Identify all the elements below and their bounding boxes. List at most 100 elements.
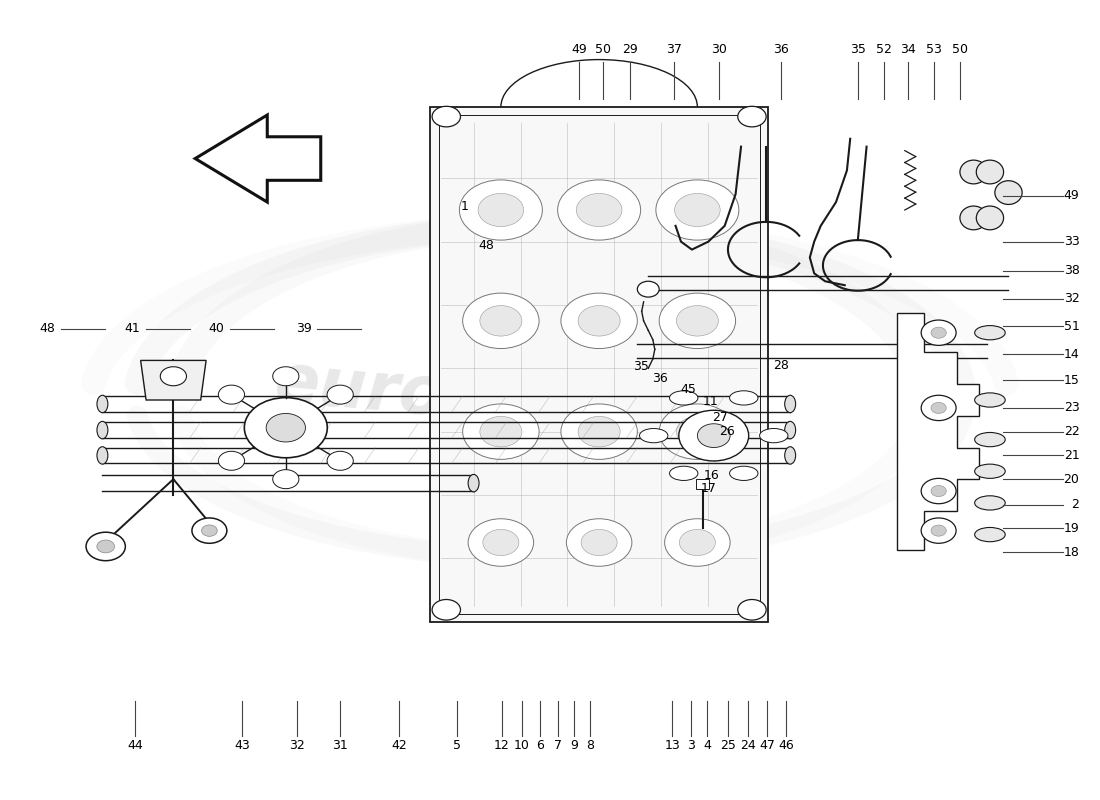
Circle shape [327,451,353,470]
Text: 53: 53 [926,42,943,56]
Ellipse shape [977,206,1003,230]
Ellipse shape [975,496,1005,510]
Text: 9: 9 [570,739,578,752]
Text: 26: 26 [719,425,735,438]
Ellipse shape [975,326,1005,340]
Text: 27: 27 [713,411,728,424]
Circle shape [558,180,640,240]
Polygon shape [430,107,768,622]
Circle shape [201,525,218,536]
Text: 36: 36 [773,42,790,56]
Circle shape [191,518,227,543]
Text: 48: 48 [478,239,495,252]
Text: 39: 39 [296,322,311,335]
Circle shape [478,194,524,226]
Ellipse shape [994,181,1022,205]
Circle shape [921,478,956,504]
Text: 46: 46 [778,739,794,752]
Text: 20: 20 [1064,473,1079,486]
Circle shape [244,398,328,458]
Text: 30: 30 [712,42,727,56]
Text: 13: 13 [664,739,680,752]
Text: 43: 43 [234,739,250,752]
Text: 49: 49 [572,42,587,56]
Circle shape [921,518,956,543]
Circle shape [931,402,946,414]
Text: 25: 25 [720,739,736,752]
Ellipse shape [960,160,987,184]
Circle shape [266,414,306,442]
Ellipse shape [975,433,1005,446]
Circle shape [469,518,534,566]
Circle shape [561,404,637,459]
Ellipse shape [97,395,108,413]
Text: 49: 49 [1064,190,1079,202]
Circle shape [463,404,539,459]
Text: 23: 23 [1064,402,1079,414]
Text: 34: 34 [900,42,916,56]
Text: 4: 4 [703,739,711,752]
Circle shape [566,518,631,566]
Text: 29: 29 [621,42,638,56]
Circle shape [676,417,718,447]
Text: 3: 3 [686,739,695,752]
Circle shape [659,293,736,349]
Circle shape [738,599,766,620]
Circle shape [921,320,956,346]
Polygon shape [195,115,321,202]
Circle shape [273,470,299,489]
Circle shape [97,540,114,553]
Circle shape [219,451,244,470]
Circle shape [327,385,353,404]
Text: 42: 42 [392,739,407,752]
Text: 44: 44 [128,739,143,752]
Text: 40: 40 [208,322,224,335]
Circle shape [273,366,299,386]
Circle shape [921,395,956,421]
Text: 41: 41 [124,322,140,335]
Text: 19: 19 [1064,522,1079,534]
Text: 37: 37 [667,42,682,56]
Circle shape [664,518,730,566]
Circle shape [86,532,125,561]
Ellipse shape [97,446,108,464]
Circle shape [674,194,720,226]
Text: 11: 11 [703,395,718,408]
Text: 17: 17 [701,482,716,495]
Text: 47: 47 [759,739,775,752]
Text: 10: 10 [514,739,529,752]
Circle shape [576,194,621,226]
Text: 8: 8 [586,739,594,752]
Circle shape [738,106,766,127]
Text: eurospares: eurospares [272,349,697,451]
Text: 22: 22 [1064,425,1079,438]
Text: 50: 50 [953,42,968,56]
Polygon shape [141,361,206,400]
Ellipse shape [729,466,758,481]
Ellipse shape [975,393,1005,407]
Text: 51: 51 [1064,320,1079,333]
Text: 5: 5 [453,739,461,752]
Text: 1: 1 [461,199,469,213]
Circle shape [483,530,519,555]
Ellipse shape [670,466,697,481]
Text: 24: 24 [739,739,756,752]
Text: 50: 50 [595,42,612,56]
Ellipse shape [760,429,788,442]
Text: 15: 15 [1064,374,1079,386]
Circle shape [579,417,620,447]
Bar [696,479,710,489]
Ellipse shape [97,422,108,438]
Ellipse shape [729,390,758,405]
Ellipse shape [639,429,668,442]
Circle shape [697,424,730,447]
Ellipse shape [977,160,1003,184]
Circle shape [463,293,539,349]
Text: 35: 35 [632,360,649,374]
Text: 31: 31 [332,739,349,752]
Ellipse shape [784,422,795,438]
Ellipse shape [670,390,697,405]
Circle shape [676,306,718,336]
Ellipse shape [784,395,795,413]
Circle shape [931,486,946,497]
